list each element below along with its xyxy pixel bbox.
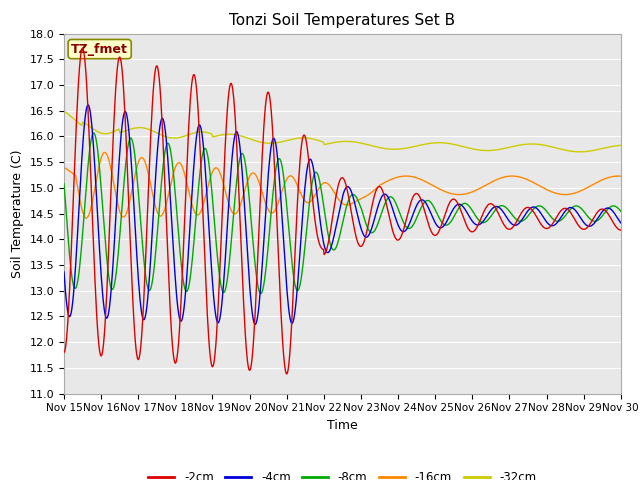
X-axis label: Time: Time <box>327 419 358 432</box>
Legend: -2cm, -4cm, -8cm, -16cm, -32cm: -2cm, -4cm, -8cm, -16cm, -32cm <box>144 466 541 480</box>
Y-axis label: Soil Temperature (C): Soil Temperature (C) <box>11 149 24 278</box>
Title: Tonzi Soil Temperatures Set B: Tonzi Soil Temperatures Set B <box>229 13 456 28</box>
Text: TZ_fmet: TZ_fmet <box>71 43 128 56</box>
